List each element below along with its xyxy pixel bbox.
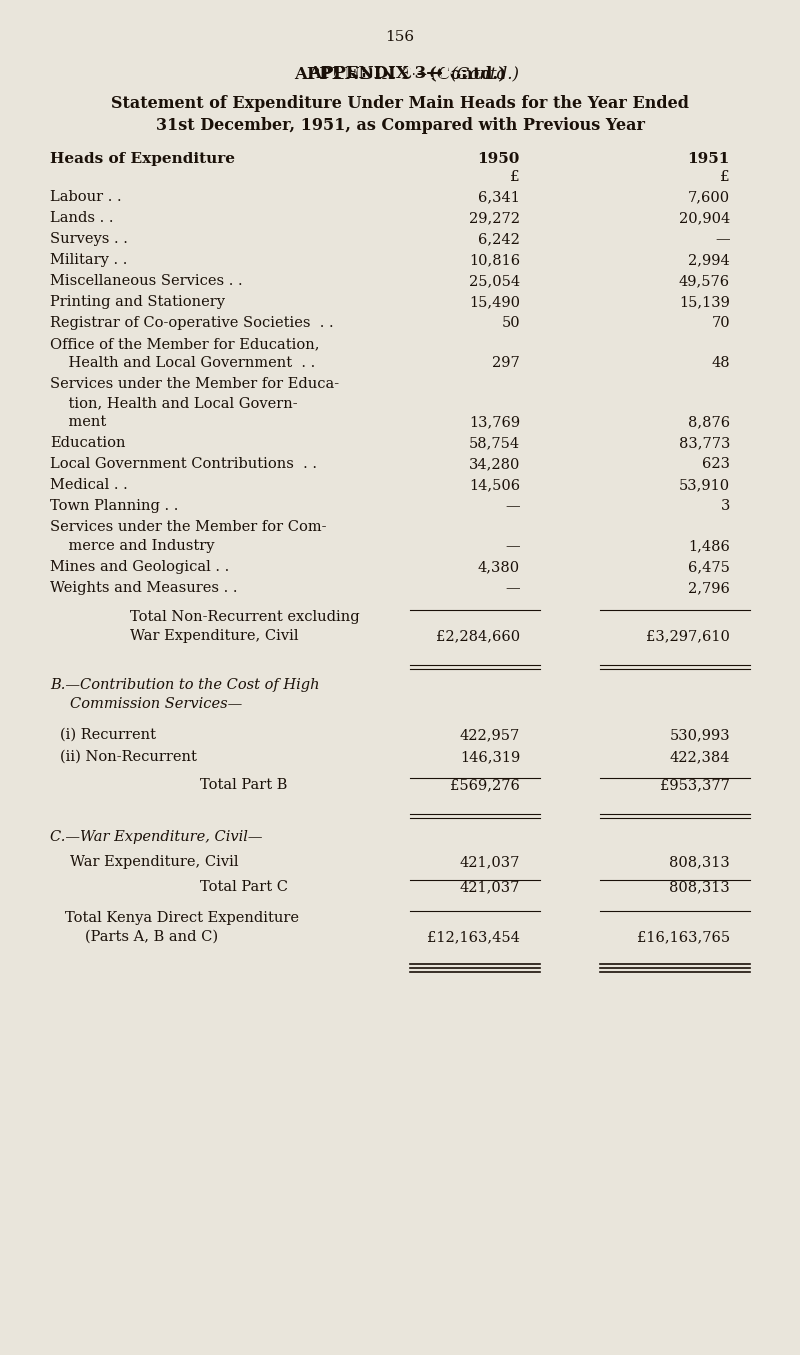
Text: Mines and Geological . .: Mines and Geological . . — [50, 560, 230, 575]
Text: 1951: 1951 — [688, 152, 730, 167]
Text: Weights and Measures . .: Weights and Measures . . — [50, 581, 238, 595]
Text: £12,163,454: £12,163,454 — [427, 930, 520, 944]
Text: 15,139: 15,139 — [679, 295, 730, 309]
Text: 808,313: 808,313 — [670, 879, 730, 894]
Text: Town Planning . .: Town Planning . . — [50, 499, 178, 514]
Text: 13,769: 13,769 — [469, 415, 520, 430]
Text: —: — — [715, 232, 730, 247]
Text: (i) Recurrent: (i) Recurrent — [60, 728, 156, 743]
Text: 1950: 1950 — [478, 152, 520, 167]
Text: APPENDIX 3—: APPENDIX 3— — [308, 65, 443, 83]
Text: Commission Services—: Commission Services— — [70, 696, 242, 711]
Text: 70: 70 — [711, 316, 730, 331]
Text: 6,242: 6,242 — [478, 232, 520, 247]
Text: 34,280: 34,280 — [469, 457, 520, 472]
Text: 422,957: 422,957 — [460, 728, 520, 743]
Text: 58,754: 58,754 — [469, 436, 520, 450]
Text: Lands . .: Lands . . — [50, 211, 114, 225]
Text: Labour . .: Labour . . — [50, 190, 122, 205]
Text: 4,380: 4,380 — [478, 560, 520, 575]
Text: 15,490: 15,490 — [469, 295, 520, 309]
Text: 2,994: 2,994 — [688, 253, 730, 267]
Text: Local Government Contributions  . .: Local Government Contributions . . — [50, 457, 317, 472]
Text: (Parts A, B and C): (Parts A, B and C) — [85, 930, 218, 944]
Text: Printing and Stationery: Printing and Stationery — [50, 295, 225, 309]
Text: Total Non-Recurrent excluding: Total Non-Recurrent excluding — [130, 610, 360, 625]
Text: £3,297,610: £3,297,610 — [646, 629, 730, 644]
Text: War Expenditure, Civil: War Expenditure, Civil — [130, 629, 298, 644]
Text: Heads of Expenditure: Heads of Expenditure — [50, 152, 235, 167]
Text: Total Kenya Direct Expenditure: Total Kenya Direct Expenditure — [65, 911, 299, 925]
Text: 83,773: 83,773 — [678, 436, 730, 450]
Text: Education: Education — [50, 436, 126, 450]
Text: Health and Local Government  . .: Health and Local Government . . — [50, 356, 315, 370]
Text: £16,163,765: £16,163,765 — [637, 930, 730, 944]
Text: 422,384: 422,384 — [670, 751, 730, 764]
Text: £: £ — [510, 169, 520, 184]
Text: 6,341: 6,341 — [478, 190, 520, 205]
Text: 530,993: 530,993 — [670, 728, 730, 743]
Text: Total Part B: Total Part B — [200, 778, 287, 793]
Text: 1,486: 1,486 — [688, 539, 730, 553]
Text: Miscellaneous Services . .: Miscellaneous Services . . — [50, 274, 242, 289]
Text: C.—War Expenditure, Civil—: C.—War Expenditure, Civil— — [50, 831, 262, 844]
Text: APPENDIX 3—(Contd.): APPENDIX 3—(Contd.) — [294, 65, 506, 83]
Text: 50: 50 — [502, 316, 520, 331]
Text: 7,600: 7,600 — [688, 190, 730, 205]
Text: £569,276: £569,276 — [450, 778, 520, 793]
Text: 8,876: 8,876 — [688, 415, 730, 430]
Text: 297: 297 — [492, 356, 520, 370]
Text: 20,904: 20,904 — [678, 211, 730, 225]
Text: £953,377: £953,377 — [660, 778, 730, 793]
Text: merce and Industry: merce and Industry — [50, 539, 214, 553]
Text: 53,910: 53,910 — [679, 478, 730, 492]
Text: 31st December, 1951, as Compared with Previous Year: 31st December, 1951, as Compared with Pr… — [155, 117, 645, 134]
Text: APPENDIX 3—: APPENDIX 3— — [333, 65, 467, 83]
Text: —: — — [506, 499, 520, 514]
Text: 10,816: 10,816 — [469, 253, 520, 267]
Text: (Contd.): (Contd.) — [450, 65, 519, 83]
Text: 6,475: 6,475 — [688, 560, 730, 575]
Text: 808,313: 808,313 — [670, 855, 730, 869]
Text: 48: 48 — [711, 356, 730, 370]
Text: —: — — [506, 581, 520, 595]
Text: —: — — [506, 539, 520, 553]
Text: 623: 623 — [702, 457, 730, 472]
Text: 156: 156 — [386, 30, 414, 43]
Text: 14,506: 14,506 — [469, 478, 520, 492]
Text: Medical . .: Medical . . — [50, 478, 128, 492]
Text: 3: 3 — [721, 499, 730, 514]
Text: £: £ — [720, 169, 730, 184]
Text: £2,284,660: £2,284,660 — [436, 629, 520, 644]
Text: Military . .: Military . . — [50, 253, 127, 267]
Text: tion, Health and Local Govern-: tion, Health and Local Govern- — [50, 396, 298, 411]
Text: Office of the Member for Education,: Office of the Member for Education, — [50, 337, 319, 351]
Text: Registrar of Co-operative Societies  . .: Registrar of Co-operative Societies . . — [50, 316, 334, 331]
Text: 2,796: 2,796 — [688, 581, 730, 595]
Text: 421,037: 421,037 — [460, 879, 520, 894]
Text: B.—Contribution to the Cost of High: B.—Contribution to the Cost of High — [50, 678, 319, 692]
Text: 29,272: 29,272 — [469, 211, 520, 225]
Text: Statement of Expenditure Under Main Heads for the Year Ended: Statement of Expenditure Under Main Head… — [111, 95, 689, 112]
Text: (ii) Non-Recurrent: (ii) Non-Recurrent — [60, 751, 197, 764]
Text: 421,037: 421,037 — [460, 855, 520, 869]
Text: Total Part C: Total Part C — [200, 879, 288, 894]
Text: War Expenditure, Civil: War Expenditure, Civil — [70, 855, 238, 869]
Text: 49,576: 49,576 — [679, 274, 730, 289]
Text: 25,054: 25,054 — [469, 274, 520, 289]
Text: ment: ment — [50, 415, 106, 430]
Text: Surveys . .: Surveys . . — [50, 232, 128, 247]
Text: Services under the Member for Com-: Services under the Member for Com- — [50, 520, 326, 534]
Text: Services under the Member for Educa-: Services under the Member for Educa- — [50, 377, 339, 392]
Text: 146,319: 146,319 — [460, 751, 520, 764]
